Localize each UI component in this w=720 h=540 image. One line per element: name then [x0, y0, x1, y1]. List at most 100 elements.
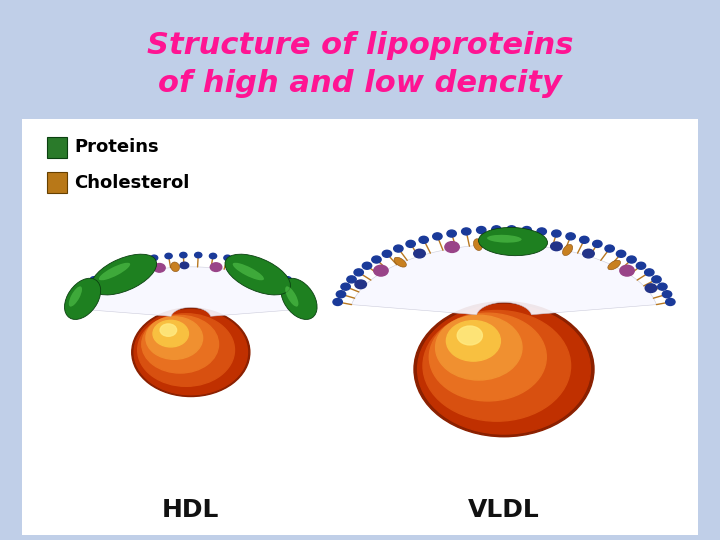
- Text: of high and low dencity: of high and low dencity: [158, 69, 562, 98]
- Circle shape: [616, 250, 626, 257]
- Circle shape: [374, 265, 388, 276]
- Circle shape: [354, 269, 364, 276]
- Circle shape: [593, 240, 602, 247]
- Circle shape: [620, 265, 634, 276]
- Circle shape: [238, 258, 245, 264]
- Ellipse shape: [394, 257, 406, 267]
- Circle shape: [580, 237, 589, 244]
- Ellipse shape: [91, 254, 157, 295]
- Circle shape: [537, 228, 546, 235]
- Circle shape: [662, 291, 672, 298]
- Circle shape: [645, 284, 657, 293]
- Circle shape: [436, 315, 522, 380]
- Text: VLDL: VLDL: [468, 498, 540, 522]
- Ellipse shape: [285, 286, 298, 307]
- Circle shape: [308, 305, 315, 310]
- Circle shape: [666, 299, 675, 306]
- Ellipse shape: [99, 263, 130, 280]
- Circle shape: [551, 242, 562, 251]
- Circle shape: [566, 233, 575, 240]
- Circle shape: [447, 230, 456, 237]
- Text: Proteins: Proteins: [74, 138, 159, 157]
- Circle shape: [224, 255, 231, 261]
- Circle shape: [582, 249, 594, 258]
- Text: Structure of lipoproteins: Structure of lipoproteins: [147, 31, 573, 60]
- Circle shape: [153, 320, 189, 347]
- Circle shape: [153, 264, 165, 272]
- Polygon shape: [81, 267, 301, 316]
- Circle shape: [419, 237, 428, 244]
- Circle shape: [210, 263, 222, 272]
- Circle shape: [552, 230, 561, 237]
- Circle shape: [300, 290, 307, 295]
- Circle shape: [462, 228, 471, 235]
- Circle shape: [627, 256, 636, 263]
- Circle shape: [292, 283, 300, 288]
- Circle shape: [75, 290, 82, 295]
- Circle shape: [264, 266, 271, 271]
- Ellipse shape: [281, 278, 317, 320]
- Circle shape: [137, 258, 144, 264]
- Circle shape: [91, 285, 100, 292]
- Circle shape: [150, 255, 158, 261]
- Circle shape: [394, 245, 403, 252]
- Text: Cholesterol: Cholesterol: [74, 173, 189, 192]
- Circle shape: [362, 262, 372, 269]
- Circle shape: [284, 276, 292, 282]
- Circle shape: [492, 226, 501, 233]
- Circle shape: [251, 261, 258, 267]
- Circle shape: [180, 262, 189, 268]
- Circle shape: [445, 241, 459, 252]
- Circle shape: [423, 310, 570, 421]
- Circle shape: [66, 305, 73, 310]
- Circle shape: [433, 233, 442, 240]
- Circle shape: [142, 315, 219, 373]
- FancyBboxPatch shape: [22, 119, 698, 535]
- Ellipse shape: [487, 235, 521, 242]
- Circle shape: [210, 253, 217, 259]
- Circle shape: [457, 326, 482, 345]
- Circle shape: [406, 240, 415, 247]
- Circle shape: [134, 310, 248, 395]
- Circle shape: [90, 276, 97, 282]
- Circle shape: [82, 283, 89, 288]
- Circle shape: [644, 269, 654, 276]
- Ellipse shape: [232, 266, 241, 275]
- FancyBboxPatch shape: [47, 172, 67, 193]
- Ellipse shape: [171, 262, 179, 272]
- Circle shape: [414, 302, 594, 437]
- Ellipse shape: [225, 254, 290, 295]
- Circle shape: [111, 266, 118, 271]
- Ellipse shape: [474, 239, 482, 251]
- FancyBboxPatch shape: [47, 137, 67, 158]
- Circle shape: [180, 252, 187, 258]
- Circle shape: [355, 280, 366, 289]
- Ellipse shape: [69, 286, 82, 307]
- Ellipse shape: [233, 263, 264, 280]
- Circle shape: [522, 226, 531, 233]
- Circle shape: [446, 321, 500, 361]
- Ellipse shape: [65, 278, 101, 320]
- Circle shape: [274, 271, 282, 276]
- Polygon shape: [351, 245, 657, 315]
- Circle shape: [194, 252, 202, 258]
- Circle shape: [477, 226, 486, 233]
- Circle shape: [636, 262, 646, 269]
- Circle shape: [418, 305, 590, 434]
- Circle shape: [305, 297, 312, 302]
- Circle shape: [146, 317, 202, 359]
- Ellipse shape: [562, 245, 572, 255]
- Circle shape: [336, 291, 346, 298]
- Circle shape: [333, 299, 342, 306]
- Circle shape: [382, 250, 392, 257]
- Circle shape: [160, 324, 176, 336]
- Circle shape: [70, 297, 77, 302]
- Ellipse shape: [479, 227, 547, 255]
- Circle shape: [282, 285, 290, 292]
- Circle shape: [138, 314, 235, 386]
- Circle shape: [165, 253, 172, 259]
- Circle shape: [429, 313, 546, 401]
- Circle shape: [347, 276, 356, 283]
- Circle shape: [657, 283, 667, 290]
- Circle shape: [100, 271, 107, 276]
